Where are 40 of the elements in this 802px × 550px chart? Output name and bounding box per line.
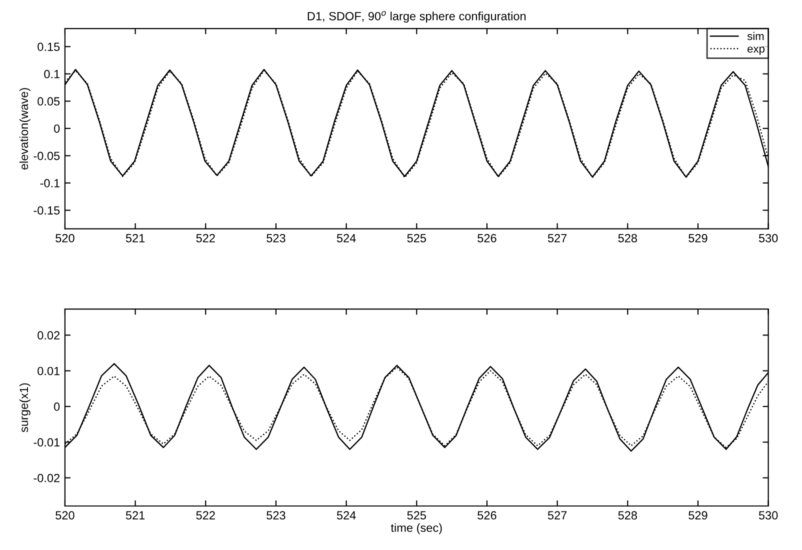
- y-tick-label: 0.1: [44, 70, 60, 78]
- x-tick-label: 522: [196, 511, 215, 520]
- y-tick-label: 0.15: [38, 42, 60, 51]
- x-tick-label: 521: [126, 234, 145, 242]
- x-tick-label: 524: [336, 511, 356, 520]
- x-tick-label: 527: [548, 234, 567, 242]
- x-tick-label: 526: [478, 234, 496, 242]
- x-tick-label: 530: [758, 511, 778, 520]
- x-tick-label: 520: [56, 234, 74, 242]
- x-tick-label: 525: [407, 511, 426, 520]
- x-tick-label: 523: [266, 511, 286, 520]
- x-tick-label: 527: [548, 511, 567, 520]
- legend-label: exp: [748, 46, 765, 55]
- x-tick-label: 523: [266, 234, 286, 242]
- x-tick-label: 521: [126, 511, 145, 520]
- x-tick-label: 520: [56, 511, 74, 520]
- x-tick-label: 524: [336, 234, 356, 242]
- y-tick-label: 0.02: [38, 331, 60, 340]
- x-tick-label: 525: [407, 234, 426, 242]
- y-tick-label: -0.1: [40, 179, 60, 188]
- y-tick-label: 0: [54, 402, 60, 411]
- x-tick-label: 528: [618, 234, 637, 242]
- y-tick-label: -0.05: [34, 152, 60, 160]
- y-tick-label: 0.05: [38, 97, 60, 106]
- x-axis-title: time (sec): [390, 523, 442, 534]
- y-tick-label: -0.02: [34, 474, 60, 482]
- x-tick-label: 529: [688, 234, 708, 242]
- x-tick-label: 530: [758, 234, 778, 242]
- y-axis-title: elevation(wave): [19, 88, 30, 170]
- chart-title: D1, SDOF, 90$^{o}$ large sphere configuration: [308, 11, 526, 23]
- y-tick-label: -0.01: [34, 438, 60, 447]
- x-tick-label: 528: [618, 511, 637, 520]
- x-tick-label: 529: [688, 511, 708, 520]
- y-axis-title: surge(x1): [19, 383, 30, 432]
- x-tick-label: 522: [196, 234, 215, 242]
- x-tick-label: 526: [478, 511, 496, 520]
- y-tick-label: 0: [54, 124, 60, 133]
- y-tick-label: -0.15: [34, 206, 60, 215]
- legend-label: sim: [747, 32, 764, 40]
- y-tick-label: 0.01: [38, 366, 60, 376]
